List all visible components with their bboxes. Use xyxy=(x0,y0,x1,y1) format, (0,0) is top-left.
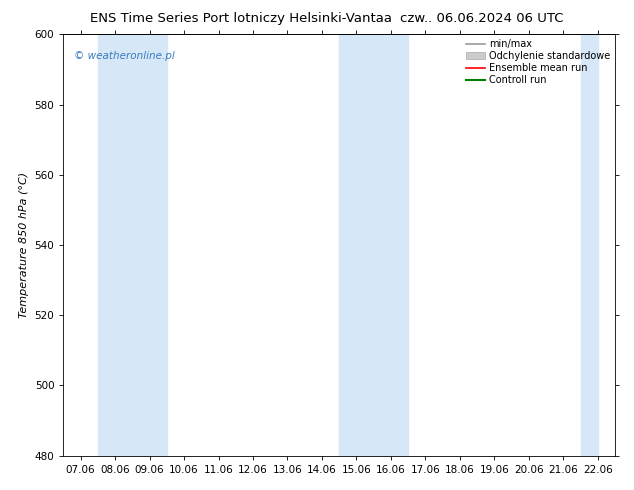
Bar xyxy=(339,34,408,456)
Bar xyxy=(581,34,598,456)
Legend: min/max, Odchylenie standardowe, Ensemble mean run, Controll run: min/max, Odchylenie standardowe, Ensembl… xyxy=(463,37,612,87)
Text: ENS Time Series Port lotniczy Helsinki-Vantaa: ENS Time Series Port lotniczy Helsinki-V… xyxy=(90,12,392,25)
Text: © weatheronline.pl: © weatheronline.pl xyxy=(74,51,175,61)
Text: czw.. 06.06.2024 06 UTC: czw.. 06.06.2024 06 UTC xyxy=(400,12,564,25)
Bar xyxy=(98,34,167,456)
Y-axis label: Temperature 850 hPa (°C): Temperature 850 hPa (°C) xyxy=(19,172,29,318)
